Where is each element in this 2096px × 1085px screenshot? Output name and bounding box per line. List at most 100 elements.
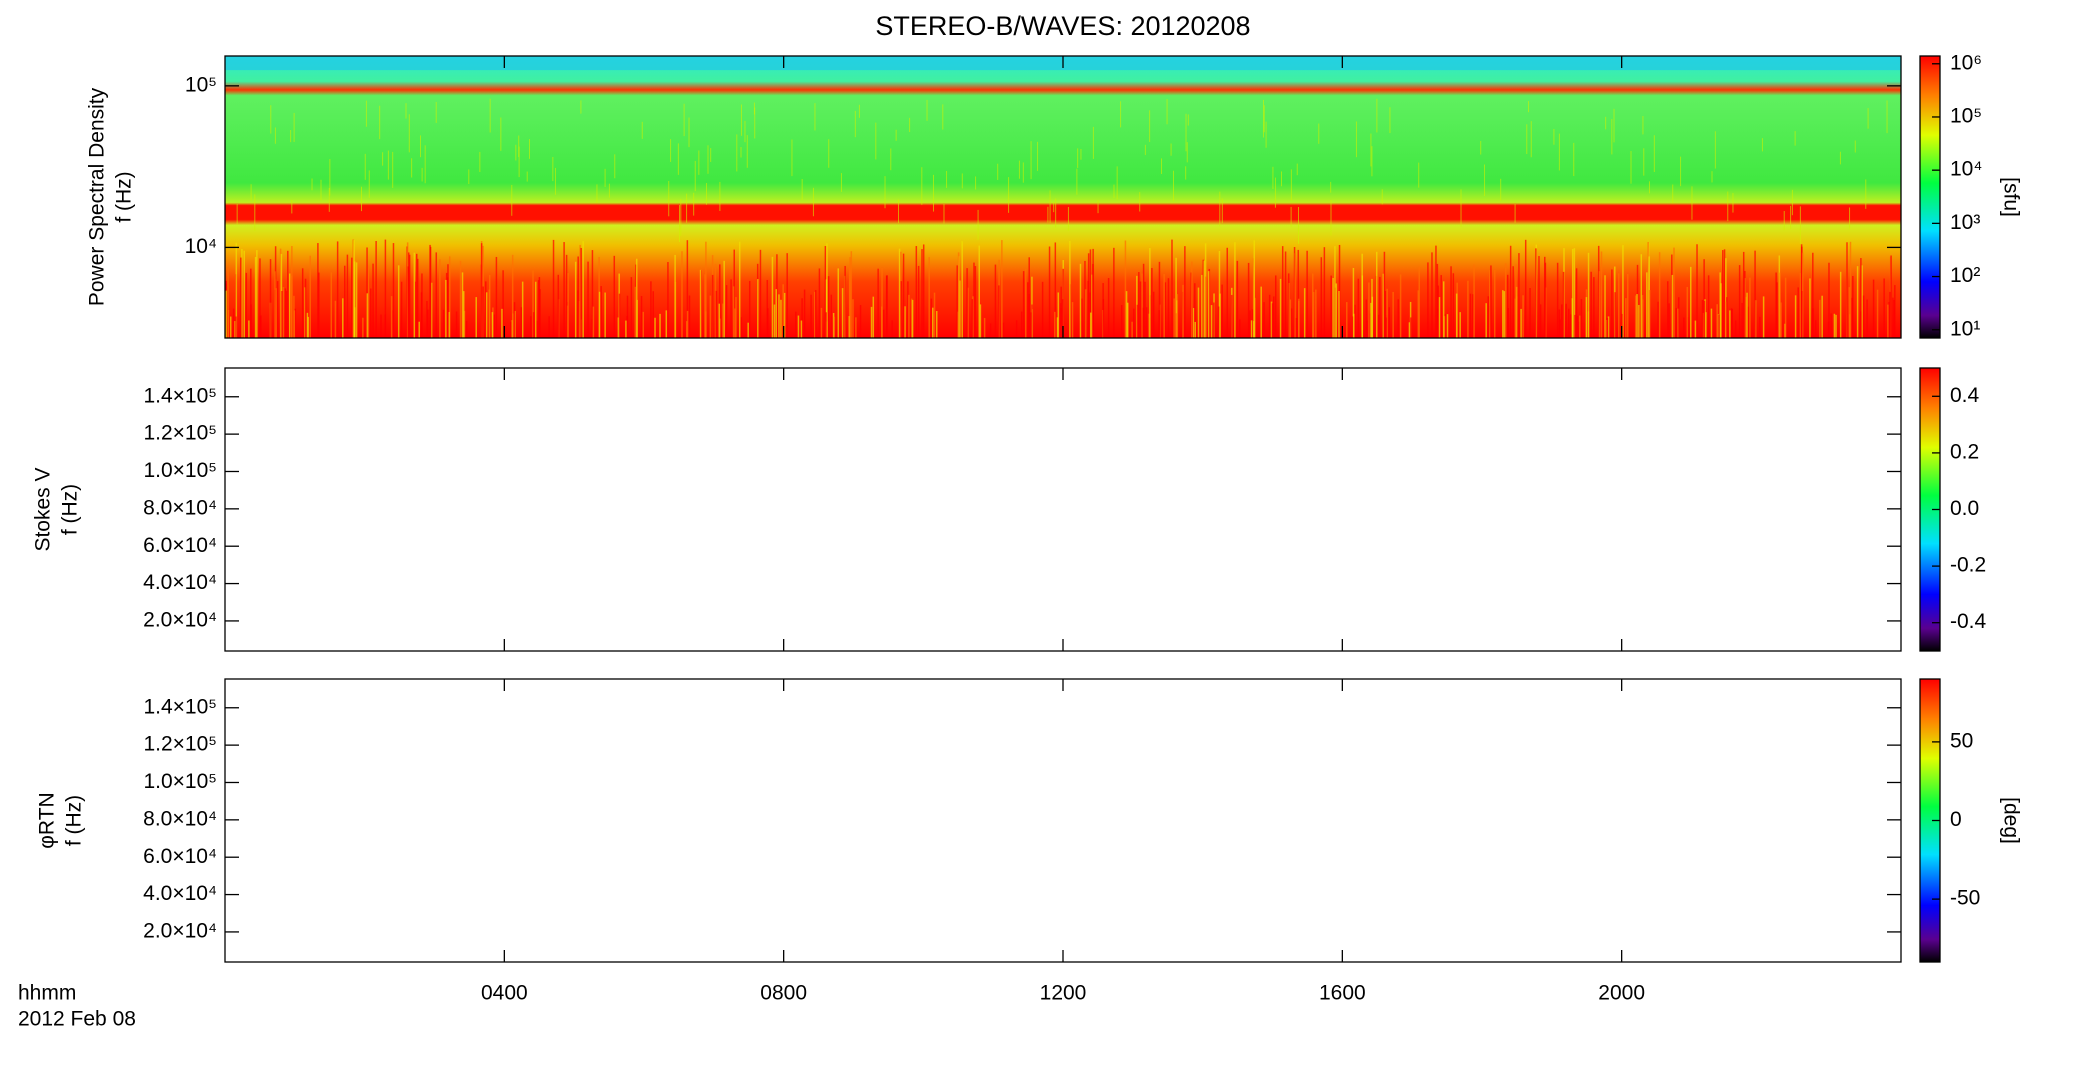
spectrogram-streak: [306, 312, 309, 338]
spectrogram-streak: [459, 260, 462, 338]
spectrogram-streak: [714, 264, 717, 338]
spectrogram-streak: [974, 266, 977, 338]
y-tick-label: 2.0×10⁴: [143, 608, 217, 631]
spectrogram-streak: [1002, 322, 1005, 338]
spectrogram-streak: [591, 250, 594, 338]
spectrogram-streak: [933, 292, 936, 338]
spectrogram-streak: [1710, 308, 1713, 338]
spectrogram-streak: [439, 259, 441, 338]
spectrogram-streak: [1611, 269, 1613, 338]
y-tick-label: 1.2×10⁵: [143, 733, 217, 756]
spectrogram-streak: [1720, 283, 1722, 338]
spectrogram-streak: [748, 280, 751, 338]
spectrogram-streak: [1335, 283, 1338, 338]
spectrogram-streak: [617, 317, 620, 338]
spectrogram-streak: [680, 198, 682, 236]
spectrogram-streak: [1484, 164, 1486, 197]
spectrogram-streak: [801, 298, 803, 338]
spectrogram-streak: [854, 110, 856, 138]
spectrogram-streak: [709, 295, 712, 338]
spectrogram-streak: [528, 139, 530, 159]
spectrogram-streak: [1079, 263, 1082, 338]
spectrogram-streak: [946, 170, 948, 188]
spectrogram-streak: [1022, 271, 1025, 338]
spectrogram-streak: [1306, 250, 1308, 338]
spectrogram-streak: [1290, 308, 1293, 338]
y-tick-label: 2.0×10⁴: [143, 919, 217, 942]
spectrogram-streak: [1205, 276, 1207, 338]
spectrogram-streak: [1410, 317, 1412, 338]
spectrogram-streak: [801, 179, 803, 200]
spectrogram-streak: [1450, 266, 1452, 338]
spectrogram-streak: [1742, 251, 1745, 338]
spectrogram-streak: [1158, 261, 1161, 338]
spectrogram-streak: [435, 101, 437, 123]
spectrogram-streak: [1738, 265, 1741, 338]
spectrogram-streak: [1295, 318, 1298, 338]
spectrogram-streak: [1809, 278, 1811, 338]
y-tick-label: 10⁴: [185, 235, 217, 258]
chart-title: STEREO-B/WAVES: 20120208: [875, 11, 1250, 41]
spectrogram-streak: [1386, 288, 1388, 338]
spectrogram-streak: [485, 281, 487, 338]
spectrogram-streak: [1144, 281, 1146, 338]
spectrogram-streak: [736, 134, 738, 172]
spectrogram-streak: [1830, 313, 1832, 338]
spectrogram-streak: [318, 272, 320, 338]
spectrogram-streak: [1254, 297, 1256, 338]
spectrogram-streak: [1821, 295, 1823, 338]
spectrogram-streak: [1524, 239, 1527, 338]
spectrogram-streak: [870, 306, 873, 338]
spectrogram-streak: [250, 184, 252, 201]
spectrogram-streak: [1194, 321, 1196, 338]
spectrogram-streak: [1455, 293, 1458, 338]
spectrogram-streak: [1614, 292, 1616, 338]
spectrogram-streak: [236, 203, 238, 226]
spectrogram-streak: [1485, 303, 1487, 338]
spectrogram-streak: [1031, 304, 1033, 338]
spectrogram-streak: [1600, 251, 1603, 338]
spectrogram-streak: [1334, 246, 1336, 338]
spectrogram-streak: [841, 288, 844, 338]
spectrogram-streak: [1621, 313, 1623, 338]
spectrogram-streak: [771, 256, 774, 338]
spectrogram-streak: [370, 288, 372, 338]
spectrogram-streak: [1848, 314, 1851, 338]
spectrogram-streak: [1149, 247, 1151, 338]
spectrogram-streak: [366, 247, 368, 338]
spectrogram-streak: [408, 254, 411, 338]
spectrogram-streak: [1657, 301, 1659, 338]
spectrogram-streak: [641, 121, 643, 139]
spectrogram-streak: [604, 292, 606, 338]
spectrogram-streak: [1330, 181, 1332, 193]
spectrogram-streak: [608, 183, 610, 198]
spectrogram-streak: [1716, 304, 1718, 338]
spectrogram-streak: [1054, 242, 1057, 338]
spectrogram-streak: [1361, 253, 1363, 338]
spectrogram-streak: [1561, 304, 1563, 338]
spectrogram-streak: [1158, 310, 1160, 338]
spectrogram-streak: [1801, 252, 1804, 338]
spectrogram-streak: [943, 204, 945, 224]
spectrogram-streak: [243, 250, 245, 338]
spectrogram-streak: [1384, 291, 1387, 338]
spectrogram-streak: [465, 320, 468, 338]
spectrogram-streak: [1593, 277, 1595, 338]
spectrogram-streak: [418, 321, 420, 338]
spectrogram-streak: [1872, 279, 1875, 338]
spectrogram-streak: [1440, 275, 1442, 338]
spectrogram-streak: [596, 184, 598, 203]
spectrogram-streak: [367, 265, 370, 338]
spectrogram-streak: [1296, 163, 1298, 176]
spectrogram-streak: [1263, 302, 1265, 338]
spectrogram-streak: [275, 288, 278, 338]
spectrogram-streak: [235, 242, 238, 338]
spectrogram-streak: [1323, 247, 1326, 338]
spectrogram-streak: [1790, 205, 1792, 229]
spectrogram-streak: [604, 168, 606, 187]
spectrogram-streak: [329, 159, 331, 196]
spectrogram-streak: [1418, 162, 1420, 188]
y-tick-label: 1.4×10⁵: [143, 695, 217, 718]
spectrogram-streak: [710, 148, 712, 162]
spectrogram-streak: [1862, 295, 1865, 338]
